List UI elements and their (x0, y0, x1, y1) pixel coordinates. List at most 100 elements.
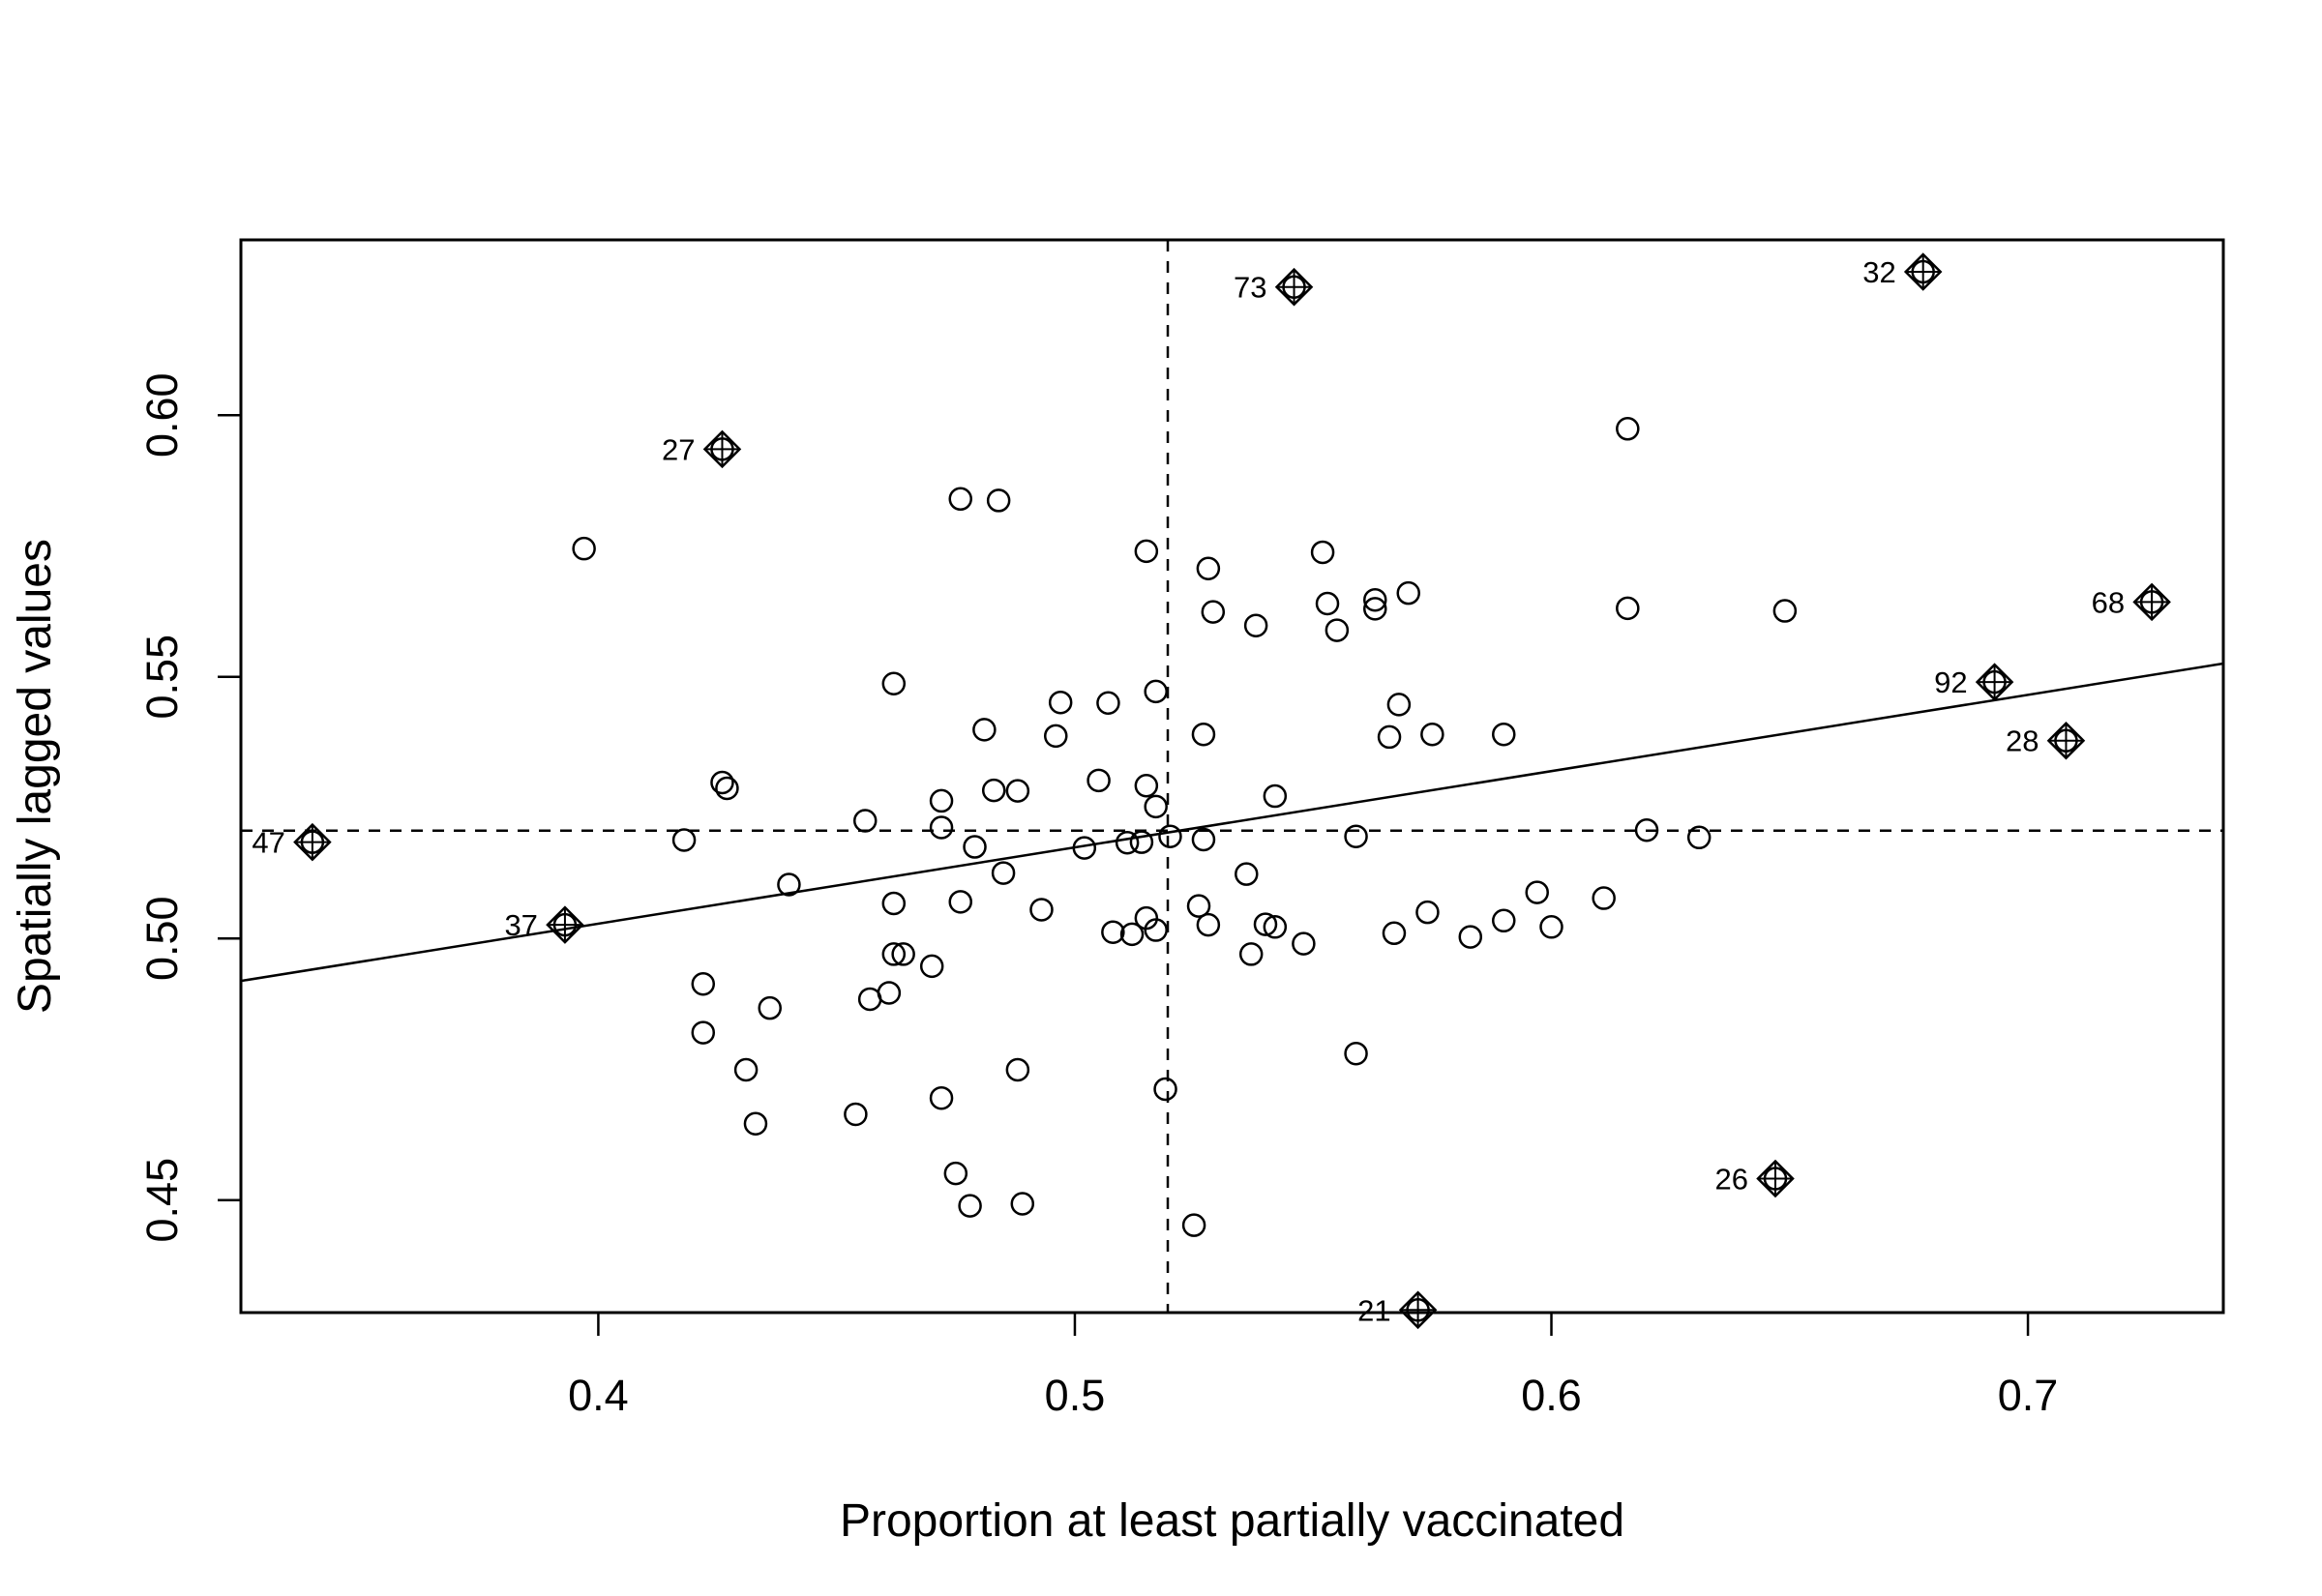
data-point (1415, 900, 1440, 925)
data-point (1044, 724, 1068, 749)
data-point (1344, 1041, 1368, 1066)
data-point (777, 872, 801, 897)
data-point (1420, 722, 1444, 747)
data-point (881, 671, 907, 695)
data-point (929, 815, 954, 840)
data-point (1129, 830, 1154, 854)
data-point (881, 942, 907, 966)
data-point (929, 1085, 954, 1110)
y-axis: 0.45 0.50 0.55 0.60 (137, 372, 243, 1243)
data-point (671, 828, 697, 852)
influential-point: 73 (1234, 267, 1314, 307)
data-point (991, 861, 1016, 885)
data-point (1363, 597, 1387, 621)
data-point (1634, 817, 1659, 842)
influential-point-label: 26 (1715, 1163, 1748, 1197)
data-point (710, 770, 734, 795)
reference-lines (240, 240, 2224, 1313)
y-axis-title: Spatially lagged values (10, 539, 61, 1014)
data-point (715, 776, 739, 801)
data-point (1363, 587, 1387, 612)
data-point (733, 1057, 759, 1082)
influential-point: 68 (2092, 582, 2171, 622)
y-tick-label: 0.45 (137, 1158, 187, 1243)
data-point (1153, 1077, 1177, 1102)
data-point (1310, 540, 1335, 565)
data-point (1235, 862, 1259, 886)
influential-point-label: 47 (252, 826, 284, 860)
influential-point-label: 68 (2092, 585, 2125, 619)
data-point (948, 890, 972, 914)
data-point (1263, 915, 1288, 939)
data-point (1253, 912, 1278, 936)
influential-point: 47 (252, 822, 332, 862)
data-point (572, 536, 596, 561)
x-tick-label: 0.4 (568, 1371, 629, 1420)
data-point (1592, 886, 1616, 910)
y-tick-label: 0.50 (137, 896, 187, 981)
influential-point: 32 (1862, 252, 1943, 291)
data-point (929, 788, 954, 813)
regression-line (240, 662, 2224, 983)
data-point (981, 778, 1006, 803)
data-point (1158, 824, 1182, 848)
data-point (691, 1020, 716, 1045)
data-point (852, 809, 878, 833)
data-point (1616, 417, 1640, 441)
data-point (743, 1111, 768, 1136)
data-point (1377, 724, 1402, 750)
data-point (1186, 894, 1211, 918)
data-point (948, 487, 972, 512)
data-point (1492, 722, 1516, 747)
data-point (1029, 898, 1054, 922)
data-point (1243, 613, 1268, 637)
influential-points-layer: 47 37 27 73 21 26 32 92 28 68 (252, 252, 2171, 1330)
data-point (1134, 539, 1159, 564)
data-point (1181, 1213, 1206, 1237)
data-point (1382, 921, 1407, 946)
data-point (1263, 783, 1288, 809)
x-axis-title: Proportion at least partially vaccinated (840, 1495, 1624, 1547)
data-point (1539, 915, 1563, 939)
data-point (1344, 824, 1368, 848)
data-point (1315, 591, 1340, 616)
x-tick-label: 0.5 (1045, 1371, 1106, 1420)
data-point (691, 972, 716, 996)
x-tick-label: 0.7 (1998, 1371, 2059, 1420)
data-point (963, 835, 987, 859)
data-point (1196, 556, 1221, 580)
data-point (1119, 922, 1145, 947)
data-point (1238, 942, 1264, 966)
data-point (1201, 600, 1226, 624)
data-point (877, 981, 902, 1005)
data-point (1616, 596, 1640, 621)
data-point (1196, 912, 1221, 937)
data-point (1005, 1057, 1030, 1082)
data-point (1096, 691, 1120, 716)
x-tick-label: 0.6 (1521, 1371, 1582, 1420)
data-point (1048, 690, 1073, 715)
influential-point-label: 73 (1234, 271, 1266, 305)
data-point (986, 488, 1011, 513)
influential-point: 37 (504, 905, 584, 944)
data-point (1087, 768, 1111, 793)
data-point (1191, 722, 1216, 747)
y-tick-label: 0.55 (137, 635, 187, 720)
data-point (919, 954, 944, 979)
data-point (943, 1161, 968, 1186)
data-point (1686, 825, 1712, 850)
influential-point-label: 32 (1862, 255, 1895, 289)
data-point (1525, 880, 1549, 904)
data-point (1396, 580, 1420, 606)
data-point (1101, 920, 1125, 944)
data-point (1492, 908, 1516, 933)
data-point (1386, 693, 1412, 717)
data-point (1010, 1192, 1035, 1216)
influential-point: 26 (1715, 1159, 1795, 1198)
data-point (1134, 773, 1159, 798)
influential-point-label: 92 (1934, 665, 1967, 699)
data-point (1005, 779, 1030, 803)
data-point (1144, 794, 1168, 819)
data-point (1772, 599, 1798, 623)
